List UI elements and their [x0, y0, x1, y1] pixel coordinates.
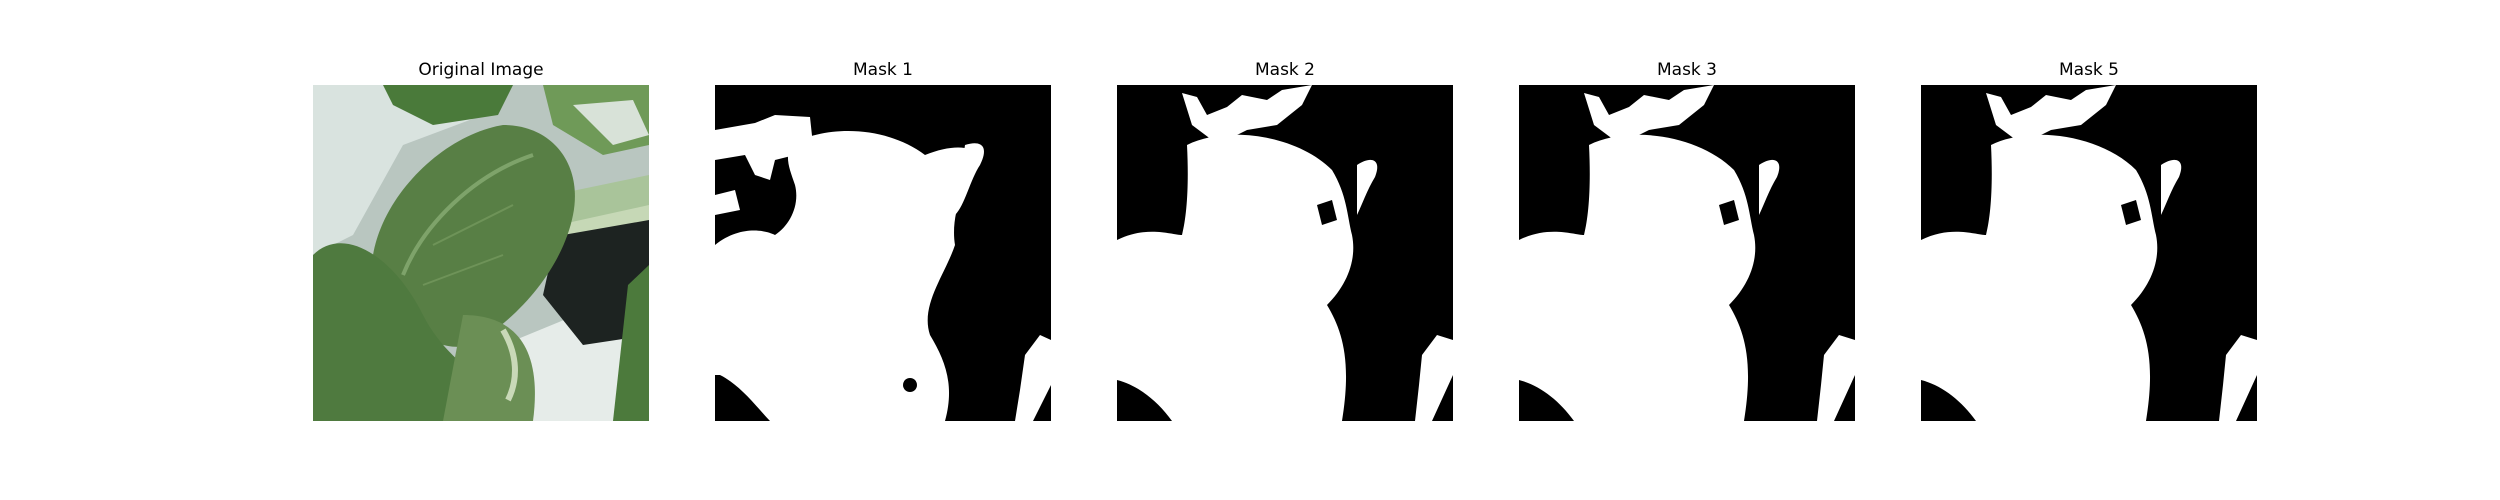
mask-1-image [715, 85, 1051, 421]
mask-5-image [1921, 85, 2257, 421]
mask-3-title: Mask 3 [1656, 60, 1717, 80]
mask-2-image [1117, 85, 1453, 421]
mask-3-panel [1519, 85, 1855, 421]
leaf-photo [313, 85, 649, 421]
mask-2-title: Mask 2 [1254, 60, 1315, 80]
mask-1-title: Mask 1 [852, 60, 913, 80]
original-image-panel [313, 85, 649, 421]
mask-2-panel [1117, 85, 1453, 421]
original-image-title: Original Image [418, 60, 544, 80]
mask-1-panel [715, 85, 1051, 421]
mask-5-title: Mask 5 [2058, 60, 2119, 80]
mask-5-panel [1921, 85, 2257, 421]
mask-3-image [1519, 85, 1855, 421]
